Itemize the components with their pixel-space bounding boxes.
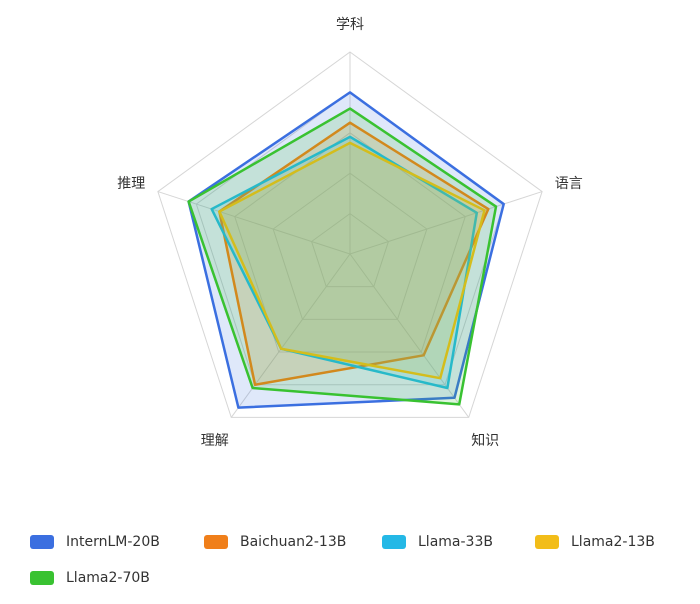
legend-swatch <box>30 571 54 585</box>
series-area-baichuan2-13b <box>218 121 490 386</box>
axis-label: 语言 <box>555 176 583 192</box>
axis-label: 理解 <box>201 433 229 449</box>
legend-swatch <box>30 535 54 549</box>
legend-label: Llama2-70B <box>66 570 150 586</box>
legend-label: InternLM-20B <box>66 534 160 550</box>
legend-swatch <box>204 535 228 549</box>
grid-ring <box>157 51 543 418</box>
series-area-llama-33b <box>210 135 479 390</box>
grid-spoke <box>349 191 543 255</box>
series-area-internlm-20b <box>187 91 505 409</box>
legend-item-llama-33b[interactable]: Llama-33B <box>382 534 535 550</box>
legend-swatch <box>382 535 406 549</box>
legend-row-1: InternLM-20B Baichuan2-13B Llama-33B Lla… <box>30 532 680 552</box>
legend-label: Llama-33B <box>418 534 493 550</box>
radar-series <box>187 91 505 409</box>
grid-ring <box>310 212 390 288</box>
axis-label: 知识 <box>471 432 499 449</box>
grid-spoke <box>349 253 470 418</box>
grid-ring <box>272 172 428 320</box>
legend-item-llama2-13b[interactable]: Llama2-13B <box>535 534 655 550</box>
grid-spoke <box>230 253 351 418</box>
axis-label: 推理 <box>117 176 145 192</box>
legend-row-2: Llama2-70B <box>30 568 680 588</box>
series-area-llama2-13b <box>218 141 486 380</box>
legend-item-llama2-70b[interactable]: Llama2-70B <box>30 570 150 586</box>
legend-label: Baichuan2-13B <box>240 534 347 550</box>
grid-ring <box>234 132 466 353</box>
legend-item-internlm-20b[interactable]: InternLM-20B <box>30 534 204 550</box>
legend-label: Llama2-13B <box>571 534 655 550</box>
legend-item-baichuan2-13b[interactable]: Baichuan2-13B <box>204 534 382 550</box>
legend: InternLM-20B Baichuan2-13B Llama-33B Lla… <box>30 532 680 604</box>
legend-swatch <box>535 535 559 549</box>
series-area-llama2-70b <box>187 107 498 406</box>
axis-label: 学科 <box>336 17 364 33</box>
